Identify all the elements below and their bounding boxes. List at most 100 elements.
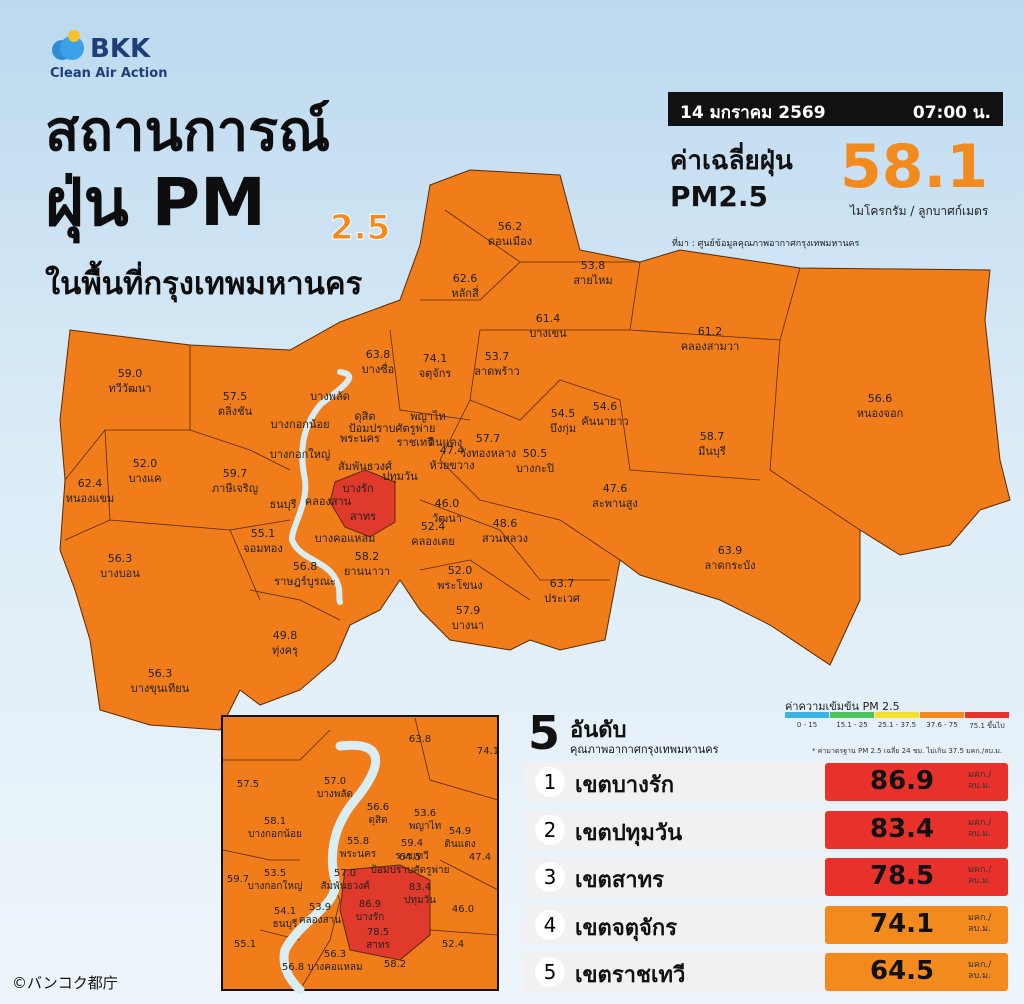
district-labels: 56.2 ดอนเมือง 62.6หลักสี่ 53.8 สายไหม 61.4 บาง… xyxy=(66,220,904,695)
legend-swatch xyxy=(830,712,874,718)
district-value: 55.1 xyxy=(251,527,276,540)
district-value: 63.7 xyxy=(550,577,575,590)
district-value: 56.3 xyxy=(108,552,133,565)
inset-name: บางกอกใหญ่ xyxy=(248,880,303,892)
title-line-1: สถานการณ์ xyxy=(45,99,331,164)
logo: BKK xyxy=(90,34,151,64)
inset-value: 53.5 xyxy=(264,868,286,879)
inset-name: บางรัก xyxy=(356,912,384,923)
inset-highlight xyxy=(339,864,431,961)
inset-name: สัมพันธวงศ์ xyxy=(320,880,370,892)
district-value: 49.8 xyxy=(273,629,298,642)
avg-label: ค่าเฉลี่ยฝุ่น xyxy=(670,146,793,176)
district-value: 59.7 xyxy=(223,467,248,480)
avg-unit: ไมโครกรัม / ลูกบาศก์เมตร xyxy=(850,204,989,218)
district-name: ทวีวัฒนา xyxy=(108,382,151,395)
inset-value: 55.1 xyxy=(234,939,256,950)
rank-index: 2 xyxy=(535,814,565,845)
value-box: 83.4 มคก./ลบ.ม. xyxy=(825,810,1008,849)
district-value: 58.7 xyxy=(700,430,725,443)
district-name: ดอนเมือง xyxy=(488,235,532,248)
inset-value: 53.9 xyxy=(309,902,331,913)
inset-name: ปทุมวัน xyxy=(404,895,436,906)
district-name: บางบอน xyxy=(100,567,140,580)
inset-value: 64.5 xyxy=(399,852,421,863)
value-box: 64.5 มคก./ลบ.ม. xyxy=(825,953,1008,991)
district-value: 58.2 xyxy=(355,550,380,563)
district-name: คลองสาน xyxy=(305,495,352,508)
source: ที่มา : ศูนย์ข้อมูลคุณภาพอากาศกรุงเทพมหา… xyxy=(672,239,860,249)
inset-name: บางกอกน้อย xyxy=(248,828,302,840)
bangkok-map xyxy=(59,169,1011,731)
legend: 0 - 15 15.1 - 25 25.1 - 37.5 37.6 - 75 75.1 … xyxy=(785,712,1010,742)
district-value: 62.6 xyxy=(453,272,478,285)
district-name: บึงกุ่ม xyxy=(550,422,576,435)
inset-value: 59.4 xyxy=(401,838,423,849)
legend-swatch xyxy=(965,712,1009,718)
district-name: ตลิ่งชัน xyxy=(218,403,253,418)
district-name: เขตบางรัก xyxy=(575,773,675,798)
pm-value: 78.5 xyxy=(870,861,935,891)
inset-name: ดินแดง xyxy=(444,839,475,850)
district-name: ห้วยขวาง xyxy=(429,459,474,472)
rank-row: 5 เขตราชเทวี 64.5 มคก./ลบ.ม. xyxy=(525,952,1010,992)
legend-label: 0 - 15 xyxy=(796,721,818,729)
district-value: 50.5 xyxy=(523,447,548,460)
district-name: จอมทอง xyxy=(243,542,283,555)
date: 14 มกราคม 2569 xyxy=(680,103,826,123)
inset-name: ธนบุรี xyxy=(273,918,298,930)
district-value: 47.4 xyxy=(440,444,465,457)
district-value: 57.9 xyxy=(456,604,481,617)
district-name: ราษฎร์บูรณะ xyxy=(274,575,336,588)
title-line-3: ในพื้นที่กรุงเทพมหานคร xyxy=(45,266,363,302)
legend-item: 25.1 - 37.5 xyxy=(875,712,919,742)
district-name: วังทองหลาง xyxy=(460,447,516,460)
district-name: บางกอกใหญ่ xyxy=(270,448,330,461)
inset-value: 56.8 xyxy=(282,962,304,973)
district-value: 47.6 xyxy=(603,482,628,495)
legend-label: 75.1 ขึ้นไป xyxy=(969,722,1005,730)
district-name: บางกอกน้อย xyxy=(270,418,329,431)
district-name: สายไหม xyxy=(573,274,612,287)
district-name: หนองจอก xyxy=(857,407,903,420)
district-name: จตุจักร xyxy=(419,367,452,380)
district-value: 53.8 xyxy=(581,259,606,272)
pm-value: 86.9 xyxy=(870,766,935,796)
district-name: พระโขนง xyxy=(437,578,482,592)
rank-subtitle: คุณภาพอากาศกรุงเทพมหานคร xyxy=(570,743,719,756)
avg-value: 58.1 xyxy=(840,132,989,202)
district-name: คันนายาว xyxy=(581,415,628,428)
inset-value: 56.6 xyxy=(367,802,389,813)
district-name: ลาดกระบัง xyxy=(705,559,756,572)
legend-item: 15.1 - 25 xyxy=(830,712,874,742)
pm-value: 74.1 xyxy=(870,908,935,939)
district-value: 52.0 xyxy=(133,457,158,470)
rank-row: 4 เขตจตุจักร 74.1 มคก./ลบ.ม. xyxy=(525,904,1010,945)
rank-title: อันดับ xyxy=(570,718,627,743)
pm-unit: มคก./ลบ.ม. xyxy=(968,865,992,886)
district-name: บางคอแหลม xyxy=(315,532,376,545)
legend-note: * ค่ามาตรฐาน PM 2.5 เฉลี่ย 24 ชม. ไม่เกิ… xyxy=(812,747,1003,755)
inset-value: 57.5 xyxy=(237,779,259,790)
inset-name: พระนคร xyxy=(340,849,377,860)
rank-index: 4 xyxy=(535,909,565,940)
district-name: เขตราชเทวี xyxy=(575,963,686,988)
district-name: บางแค xyxy=(129,472,162,485)
rank-row: 1 เขตบางรัก 86.9 มคก./ลบ.ม. xyxy=(525,762,1010,802)
district-value: 63.9 xyxy=(718,544,743,557)
pm-value: 83.4 xyxy=(870,813,935,844)
district-value: 59.0 xyxy=(118,367,143,380)
district-value: 53.7 xyxy=(485,350,510,363)
district-name: ภาษีเจริญ xyxy=(212,482,258,495)
legend-label: 37.6 - 75 xyxy=(926,721,958,729)
value-box: 86.9 มคก./ลบ.ม. xyxy=(825,763,1008,801)
inset-value: 78.5 xyxy=(367,927,389,938)
value-box: 78.5 มคก./ลบ.ม. xyxy=(825,858,1008,896)
district-name: บางพลัด xyxy=(310,390,350,403)
inset-value: 58.2 xyxy=(384,959,406,970)
district-name: วัฒนา xyxy=(432,512,462,525)
legend-swatch xyxy=(920,712,964,718)
district-name: บางรัก xyxy=(342,482,373,495)
district-name: หลักสี่ xyxy=(451,285,479,300)
